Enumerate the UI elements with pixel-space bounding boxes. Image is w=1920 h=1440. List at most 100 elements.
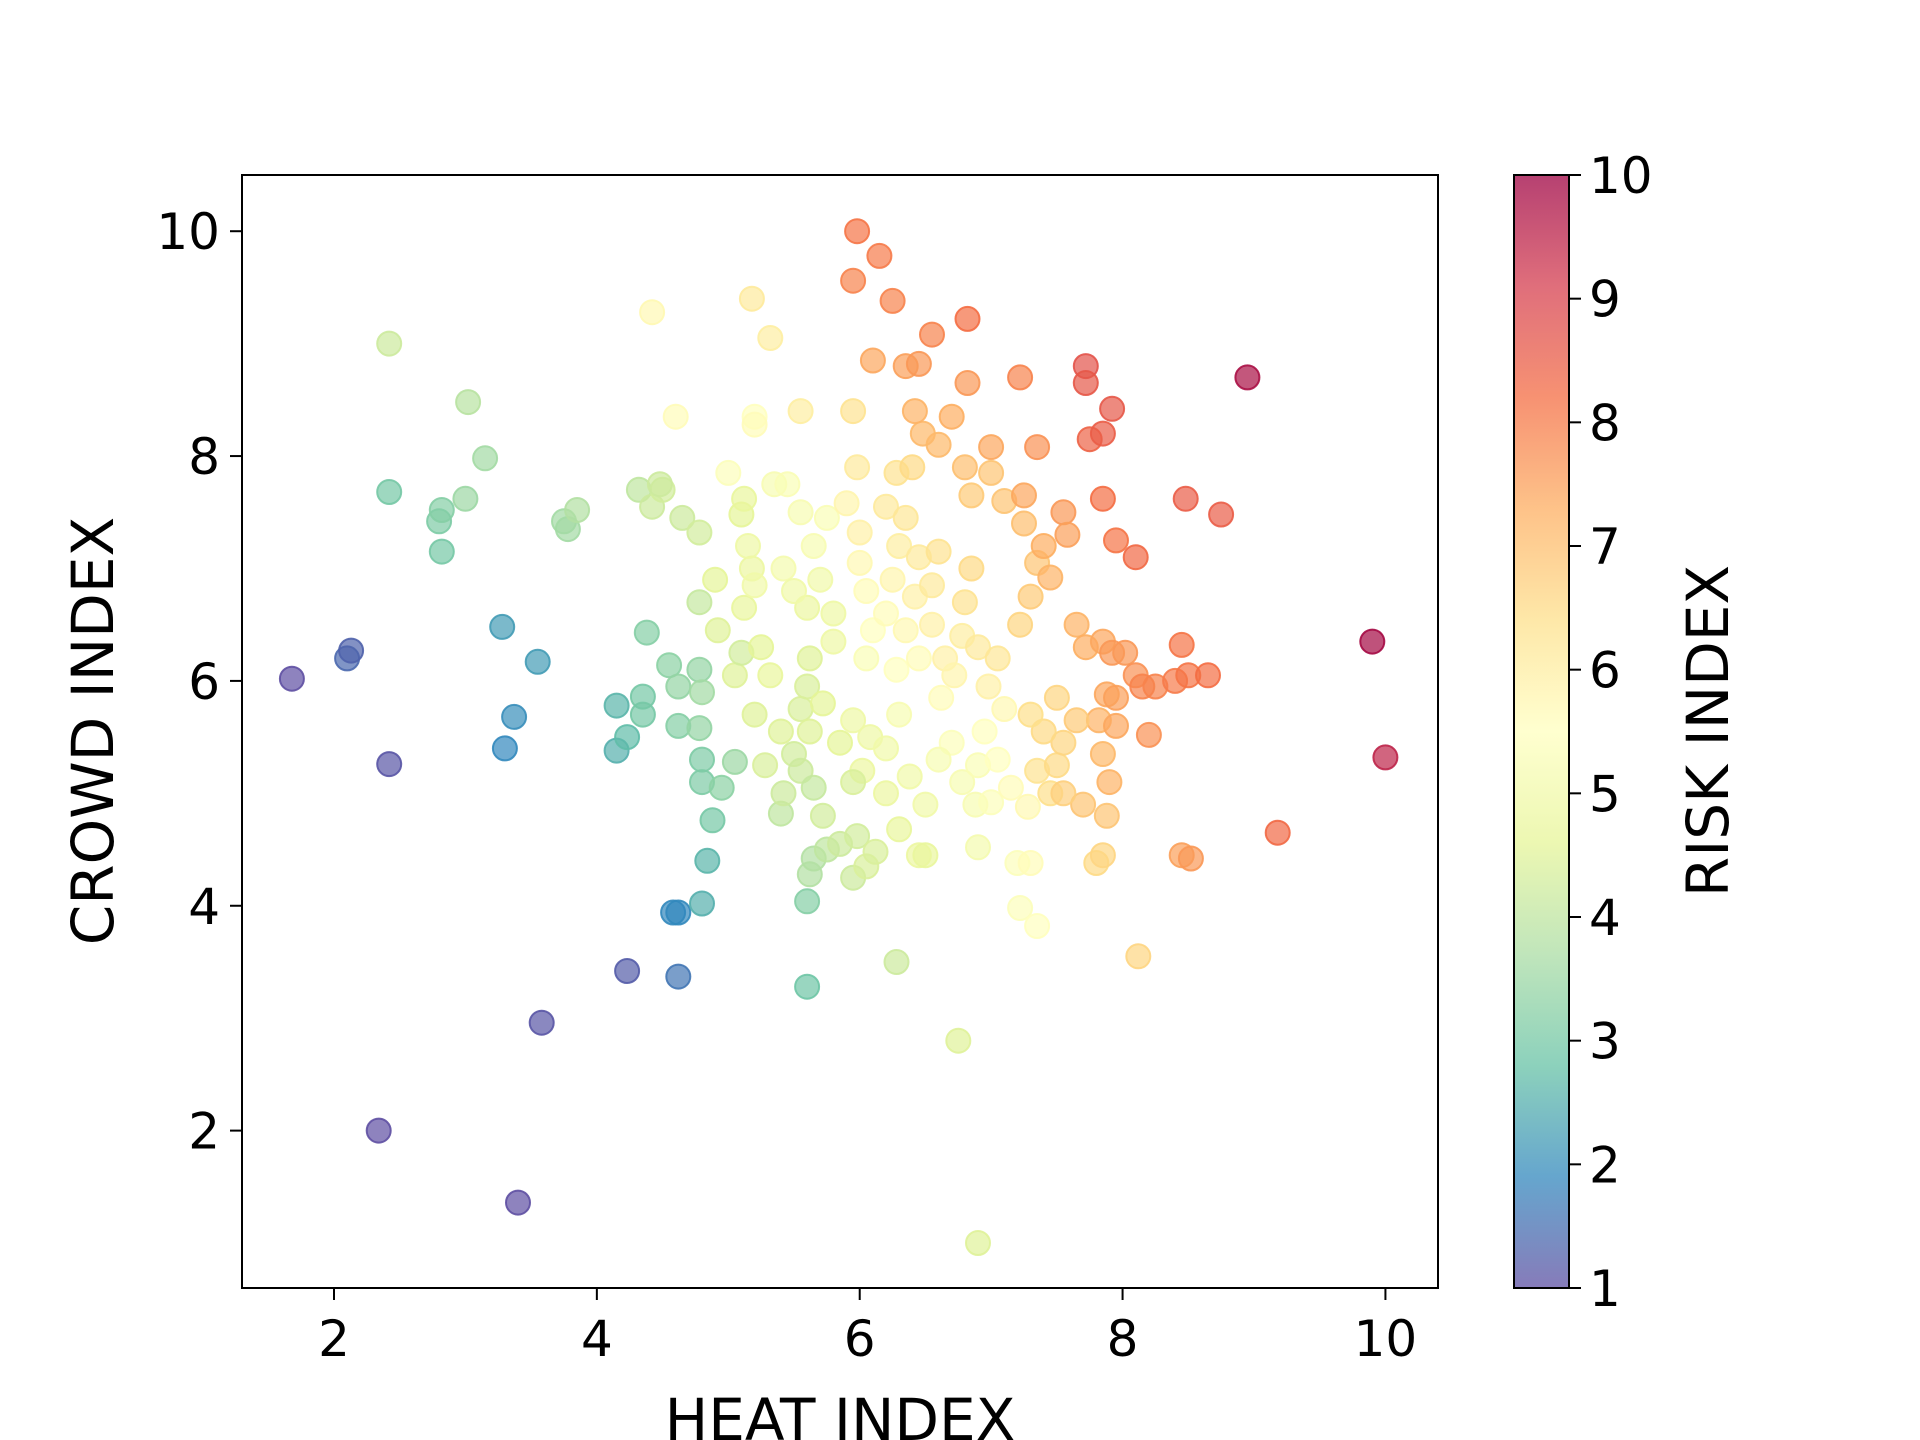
- scatter-point: [912, 842, 939, 869]
- x-tick-label: 6: [844, 1310, 876, 1368]
- scatter-point: [879, 287, 906, 314]
- scatter-point: [951, 589, 978, 616]
- scatter-point: [912, 791, 939, 818]
- scatter-point: [428, 538, 455, 565]
- scatter-point: [813, 504, 840, 531]
- scatter-point: [919, 611, 945, 638]
- scatter-point: [741, 411, 768, 438]
- scatter-point: [365, 1117, 392, 1144]
- scatter-point: [1072, 370, 1099, 396]
- scatter-point: [925, 538, 952, 565]
- scatter-point: [919, 321, 945, 348]
- scatter-point: [800, 774, 827, 801]
- scatter-point: [278, 665, 305, 692]
- scatter-point: [886, 816, 913, 843]
- scatter-point: [614, 724, 641, 751]
- scatter-point: [892, 617, 919, 644]
- scatter-point: [735, 533, 761, 559]
- scatter-point: [1024, 434, 1051, 461]
- scatter-point: [639, 299, 666, 326]
- scatter-point: [978, 434, 1005, 461]
- scatter-point: [741, 701, 768, 728]
- scatter-point: [1007, 895, 1034, 921]
- scatter-point: [338, 637, 365, 664]
- x-axis-ticks: 2 4 6 8 10: [318, 1288, 1417, 1368]
- scatter-point: [686, 519, 713, 546]
- scatter-point: [1234, 364, 1261, 391]
- colorbar-tick-label: 8: [1589, 394, 1621, 452]
- scatter-point: [770, 555, 797, 582]
- colorbar-ticks: 1 2 3 4 5 6 7 8 9 10: [1569, 147, 1653, 1318]
- scatter-point: [862, 838, 889, 865]
- scatter-point: [965, 834, 991, 861]
- colorbar-tick-label: 9: [1589, 271, 1621, 329]
- scatter-point: [873, 735, 899, 762]
- y-axis-ticks: 2 4 6 8 10: [156, 203, 242, 1161]
- scatter-point: [1063, 707, 1090, 734]
- scatter-point: [1089, 485, 1116, 512]
- scatter-point: [873, 493, 899, 520]
- scatter-point: [954, 370, 981, 396]
- scatter-point: [809, 690, 836, 717]
- scatter-point: [1089, 420, 1116, 447]
- scatter-point: [899, 454, 926, 481]
- scatter-point: [699, 807, 726, 834]
- scatter-point: [844, 454, 871, 481]
- scatter-point: [794, 973, 821, 1000]
- scatter-point: [1372, 744, 1399, 771]
- scatter-point: [702, 566, 729, 593]
- scatter-point: [1112, 639, 1139, 666]
- scatter-point: [820, 600, 847, 627]
- scatter-point: [896, 763, 923, 790]
- scatter-point: [925, 746, 952, 773]
- scatter-point: [721, 748, 748, 775]
- scatter-point: [951, 454, 978, 481]
- scatter-point: [1264, 819, 1291, 846]
- scatter-point: [1017, 583, 1044, 610]
- scatter-point: [796, 718, 823, 745]
- scatter-point: [1050, 729, 1077, 756]
- scatter-point: [984, 645, 1011, 672]
- scatter-point: [997, 774, 1024, 801]
- scatter-point: [1017, 850, 1044, 876]
- scatter-point: [694, 847, 721, 874]
- scatter-point: [1011, 510, 1037, 537]
- scatter-point: [376, 479, 403, 505]
- scatter-point: [909, 420, 936, 447]
- scatter-point: [1063, 611, 1090, 638]
- scatter-point: [928, 684, 955, 711]
- scatter-point: [686, 715, 713, 742]
- colorbar-tick-label: 6: [1589, 642, 1621, 700]
- colorbar-tick-label: 2: [1589, 1136, 1621, 1194]
- scatter-point: [833, 490, 860, 517]
- scatter-point: [919, 572, 945, 599]
- scatter-point: [991, 696, 1018, 722]
- scatter-point: [1135, 721, 1162, 748]
- scatter-point: [731, 594, 758, 621]
- scatter-point: [827, 729, 853, 756]
- scatter-point: [873, 780, 899, 807]
- scatter-point: [938, 729, 965, 756]
- scatter-point: [1359, 628, 1386, 655]
- scatter-point: [1007, 611, 1034, 638]
- scatter-point: [656, 652, 683, 679]
- scatter-point: [528, 1009, 555, 1036]
- y-axis-title: CROWD INDEX: [59, 517, 127, 945]
- scatter-point: [787, 398, 814, 425]
- scatter-point: [965, 1230, 991, 1256]
- scatter-points: [278, 218, 1399, 1256]
- scatter-point: [958, 555, 985, 582]
- scatter-point: [774, 471, 801, 498]
- scatter-point: [1017, 701, 1044, 728]
- scatter-point: [1122, 544, 1149, 571]
- scatter-point: [1168, 631, 1195, 658]
- scatter-point: [489, 613, 516, 640]
- scatter-point: [1089, 842, 1116, 869]
- scatter-point: [846, 549, 873, 576]
- scatter-point: [853, 645, 880, 672]
- scatter-point: [1177, 845, 1204, 872]
- scatter-point: [978, 789, 1005, 816]
- scatter-point: [472, 445, 499, 472]
- scatter-point: [1172, 485, 1199, 512]
